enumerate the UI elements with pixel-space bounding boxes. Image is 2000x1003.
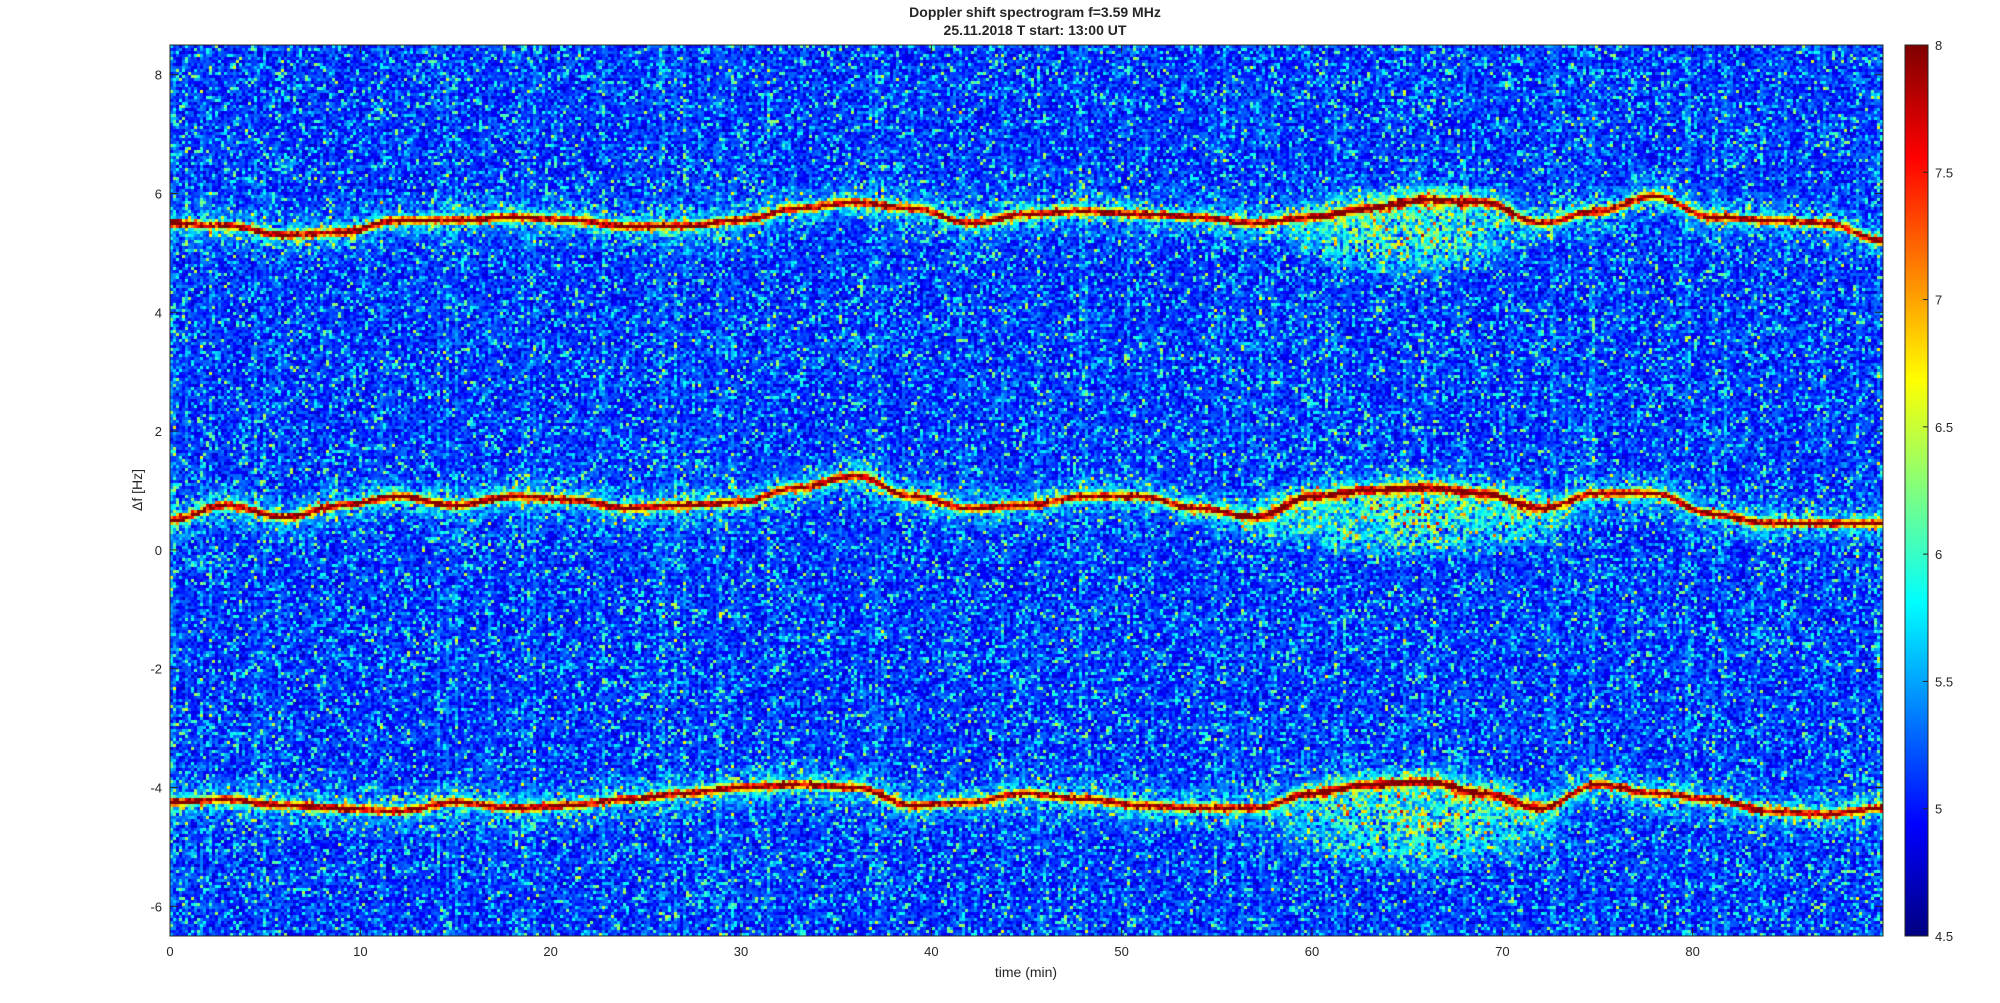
colorbar-tick-label: 4.5: [1935, 929, 1953, 944]
colorbar-tick-label: 6.5: [1935, 420, 1953, 435]
x-axis-ticks: 0 10 20 30 40 50 60 70 80: [166, 45, 1700, 959]
x-tick-label: 20: [543, 944, 557, 959]
y-tick-label: -4: [150, 781, 162, 796]
y-axis-ticks: -6 -4 -2 0 2 4 6 8: [150, 68, 1883, 914]
y-tick-label: 8: [155, 68, 162, 83]
y-tick-label: 6: [155, 187, 162, 202]
y-axis-label: Δf [Hz]: [129, 469, 145, 511]
spectrogram-image: [170, 45, 1883, 936]
x-tick-label: 40: [924, 944, 938, 959]
y-tick-label: 4: [155, 305, 162, 320]
x-tick-label: 10: [353, 944, 367, 959]
chart-subtitle: 25.11.2018 T start: 13:00 UT: [943, 22, 1127, 38]
chart-title: Doppler shift spectrogram f=3.59 MHz: [909, 4, 1161, 20]
y-tick-label: 2: [155, 424, 162, 439]
colorbar-tick-label: 7.5: [1935, 165, 1953, 180]
y-tick-label: 0: [155, 543, 162, 558]
colorbar-tick-label: 5: [1935, 802, 1942, 817]
x-tick-label: 60: [1305, 944, 1319, 959]
colorbar-gradient: [1905, 45, 1928, 936]
y-tick-label: -2: [150, 662, 162, 677]
x-tick-label: 70: [1495, 944, 1509, 959]
x-tick-label: 80: [1685, 944, 1699, 959]
colorbar-tick-label: 5.5: [1935, 674, 1953, 689]
x-tick-label: 0: [166, 944, 173, 959]
x-tick-label: 30: [734, 944, 748, 959]
plot-frame: [169, 44, 1884, 937]
colorbar-frame: [1904, 44, 1929, 937]
colorbar-ticks: 4.5 5 5.5 6 6.5 7 7.5 8: [1923, 38, 1953, 944]
colorbar-tick-label: 6: [1935, 547, 1942, 562]
x-axis-label: time (min): [995, 964, 1057, 980]
x-tick-label: 50: [1114, 944, 1128, 959]
colorbar-tick-label: 8: [1935, 38, 1942, 53]
y-tick-label: -6: [150, 899, 162, 914]
colorbar-tick-label: 7: [1935, 293, 1942, 308]
